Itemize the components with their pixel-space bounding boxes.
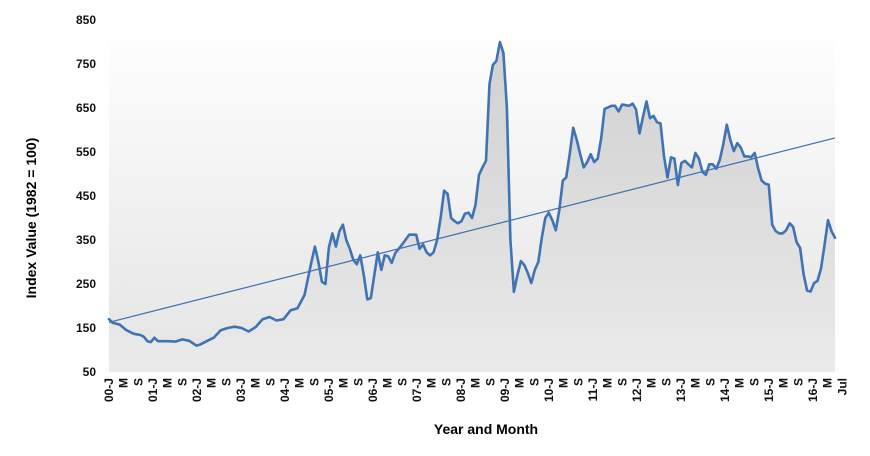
x-tick-label: M xyxy=(557,378,571,388)
x-tick-label: 00-J xyxy=(102,378,116,402)
x-tick-label: 14-J xyxy=(718,378,732,402)
x-tick-label: 07-J xyxy=(410,378,424,402)
x-tick-label: 03-J xyxy=(234,378,248,402)
x-tick-label: S xyxy=(439,378,453,386)
x-tick-label: S xyxy=(395,378,409,386)
x-tick-label: 09-J xyxy=(498,378,512,402)
x-tick-label: M xyxy=(821,378,835,388)
x-tick-label: S xyxy=(659,378,673,386)
x-tick-label: S xyxy=(307,378,321,386)
x-tick-label: M xyxy=(601,378,615,388)
x-tick-label: S xyxy=(131,378,145,386)
x-tick-label: S xyxy=(175,378,189,386)
y-tick-label: 350 xyxy=(76,233,96,247)
x-tick-label: 11-J xyxy=(586,378,600,401)
x-tick-label: M xyxy=(733,378,747,388)
x-tick-label: S xyxy=(483,378,497,386)
x-tick-label: 04-J xyxy=(278,378,292,402)
y-tick-label: 650 xyxy=(76,101,96,115)
x-tick-label: S xyxy=(791,378,805,386)
x-tick-label: S xyxy=(263,378,277,386)
x-tick-label: Jul xyxy=(835,378,849,395)
x-tick-label: S xyxy=(219,378,233,386)
y-tick-label: 550 xyxy=(76,145,96,159)
x-tick-label: M xyxy=(337,378,351,388)
x-tick-label: 12-J xyxy=(630,378,644,402)
x-tick-label: M xyxy=(161,378,175,388)
x-tick-label: 02-J xyxy=(190,378,204,402)
x-tick-label: S xyxy=(703,378,717,386)
y-tick-label: 750 xyxy=(76,57,96,71)
x-tick-label: M xyxy=(249,378,263,388)
y-tick-label: 250 xyxy=(76,277,96,291)
x-tick-label: M xyxy=(689,378,703,388)
x-tick-label: M xyxy=(381,378,395,388)
trend-line xyxy=(108,137,836,323)
series-line xyxy=(107,40,837,347)
x-tick-label: M xyxy=(777,378,791,388)
x-tick-label: 05-J xyxy=(322,378,336,402)
y-tick-label: 850 xyxy=(76,13,96,27)
x-tick-label: 08-J xyxy=(454,378,468,402)
x-tick-label: 15-J xyxy=(762,378,776,402)
x-tick-label: M xyxy=(293,378,307,388)
x-tick-label: M xyxy=(469,378,483,388)
x-tick-label: 10-J xyxy=(542,378,556,402)
y-tick-label: 50 xyxy=(83,365,97,379)
y-tick-label: 450 xyxy=(76,189,96,203)
x-tick-label: 16-J xyxy=(806,378,820,402)
x-tick-label: M xyxy=(425,378,439,388)
x-axis-title: Year and Month xyxy=(434,421,538,437)
x-tick-label: S xyxy=(615,378,629,386)
x-tick-label: 06-J xyxy=(366,378,380,402)
x-tick-label: M xyxy=(205,378,219,388)
x-tick-label: S xyxy=(527,378,541,386)
x-tick-label: S xyxy=(351,378,365,386)
x-tick-label: S xyxy=(571,378,585,386)
x-tick-label: M xyxy=(645,378,659,388)
x-tick-label: M xyxy=(117,378,131,388)
x-tick-label: 01-J xyxy=(146,378,160,402)
x-tick-label: S xyxy=(747,378,761,386)
y-axis-title: Index Value (1982 = 100) xyxy=(23,138,39,299)
x-tick-label: 13-J xyxy=(674,378,688,402)
y-tick-label: 150 xyxy=(76,321,96,335)
x-tick-label: M xyxy=(513,378,527,388)
series-area-fill xyxy=(109,42,835,372)
